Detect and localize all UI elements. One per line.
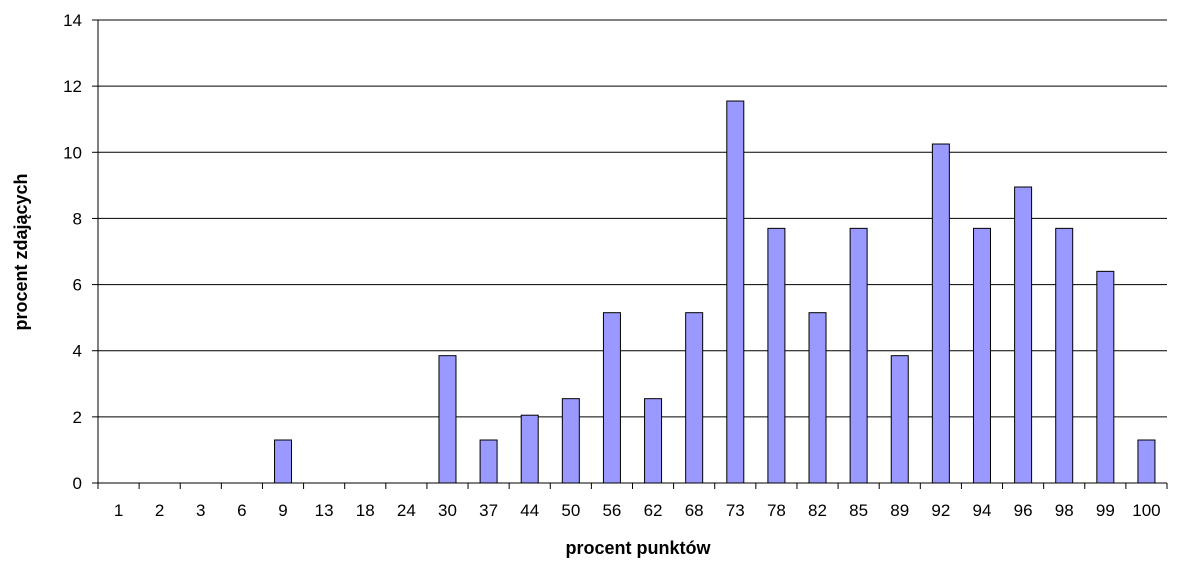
x-tick-label: 2 [155, 501, 164, 520]
bar [561, 398, 580, 484]
bar [931, 143, 950, 484]
bar [1014, 186, 1033, 484]
y-tick-label: 0 [73, 474, 82, 493]
bar [685, 312, 704, 484]
x-tick-label: 6 [237, 501, 246, 520]
x-tick-label: 89 [890, 501, 909, 520]
bar [808, 312, 827, 484]
bar [274, 439, 293, 484]
x-tick-label: 37 [479, 501, 498, 520]
y-axis-title: procent zdających [11, 173, 31, 330]
x-tick-label: 44 [520, 501, 539, 520]
bar [767, 227, 786, 484]
bar [890, 355, 909, 484]
x-tick-label: 85 [849, 501, 868, 520]
bar [1137, 439, 1156, 484]
bar [438, 355, 457, 484]
bar [520, 414, 539, 484]
x-tick-label: 50 [561, 501, 580, 520]
x-tick-label: 92 [931, 501, 950, 520]
bar [602, 312, 621, 484]
x-tick-label: 56 [602, 501, 621, 520]
bar [1055, 227, 1074, 484]
x-tick-labels: 1 2 3 6 9 13 18 24 30 37 44 50 56 62 68 73 78 82 85 89 92 94 9… [114, 501, 1161, 520]
bar [849, 227, 868, 484]
gridlines [98, 19, 1167, 418]
x-tick-label: 13 [315, 501, 334, 520]
y-tick-label: 4 [73, 342, 82, 361]
x-tick-label: 100 [1132, 501, 1160, 520]
x-tick-label: 98 [1055, 501, 1074, 520]
y-tick-labels: 0 2 4 6 8 10 12 14 [63, 11, 82, 493]
bar [644, 398, 663, 484]
y-tick-label: 14 [63, 11, 82, 30]
x-tick-label: 82 [808, 501, 827, 520]
bar [1096, 270, 1115, 484]
x-tick-label: 99 [1096, 501, 1115, 520]
y-tick-label: 2 [73, 408, 82, 427]
x-tick-label: 18 [356, 501, 375, 520]
y-tick-label: 8 [73, 209, 82, 228]
x-tick-label: 96 [1014, 501, 1033, 520]
x-tick-label: 78 [767, 501, 786, 520]
x-tick-label: 73 [726, 501, 745, 520]
x-axis-title: procent punktów [566, 538, 712, 558]
axes [92, 19, 1168, 489]
x-tick-label: 9 [278, 501, 287, 520]
y-tick-label: 6 [73, 276, 82, 295]
x-tick-label: 3 [196, 501, 205, 520]
bar [479, 439, 498, 484]
y-tick-label: 10 [63, 143, 82, 162]
x-tick-label: 24 [397, 501, 416, 520]
x-tick-label: 62 [644, 501, 663, 520]
x-tick-label: 68 [685, 501, 704, 520]
x-tick-label: 1 [114, 501, 123, 520]
x-tick-label: 30 [438, 501, 457, 520]
bars [274, 100, 1156, 484]
bar [972, 227, 991, 484]
bar [726, 100, 745, 484]
y-tick-label: 12 [63, 77, 82, 96]
x-tick-label: 94 [973, 501, 992, 520]
